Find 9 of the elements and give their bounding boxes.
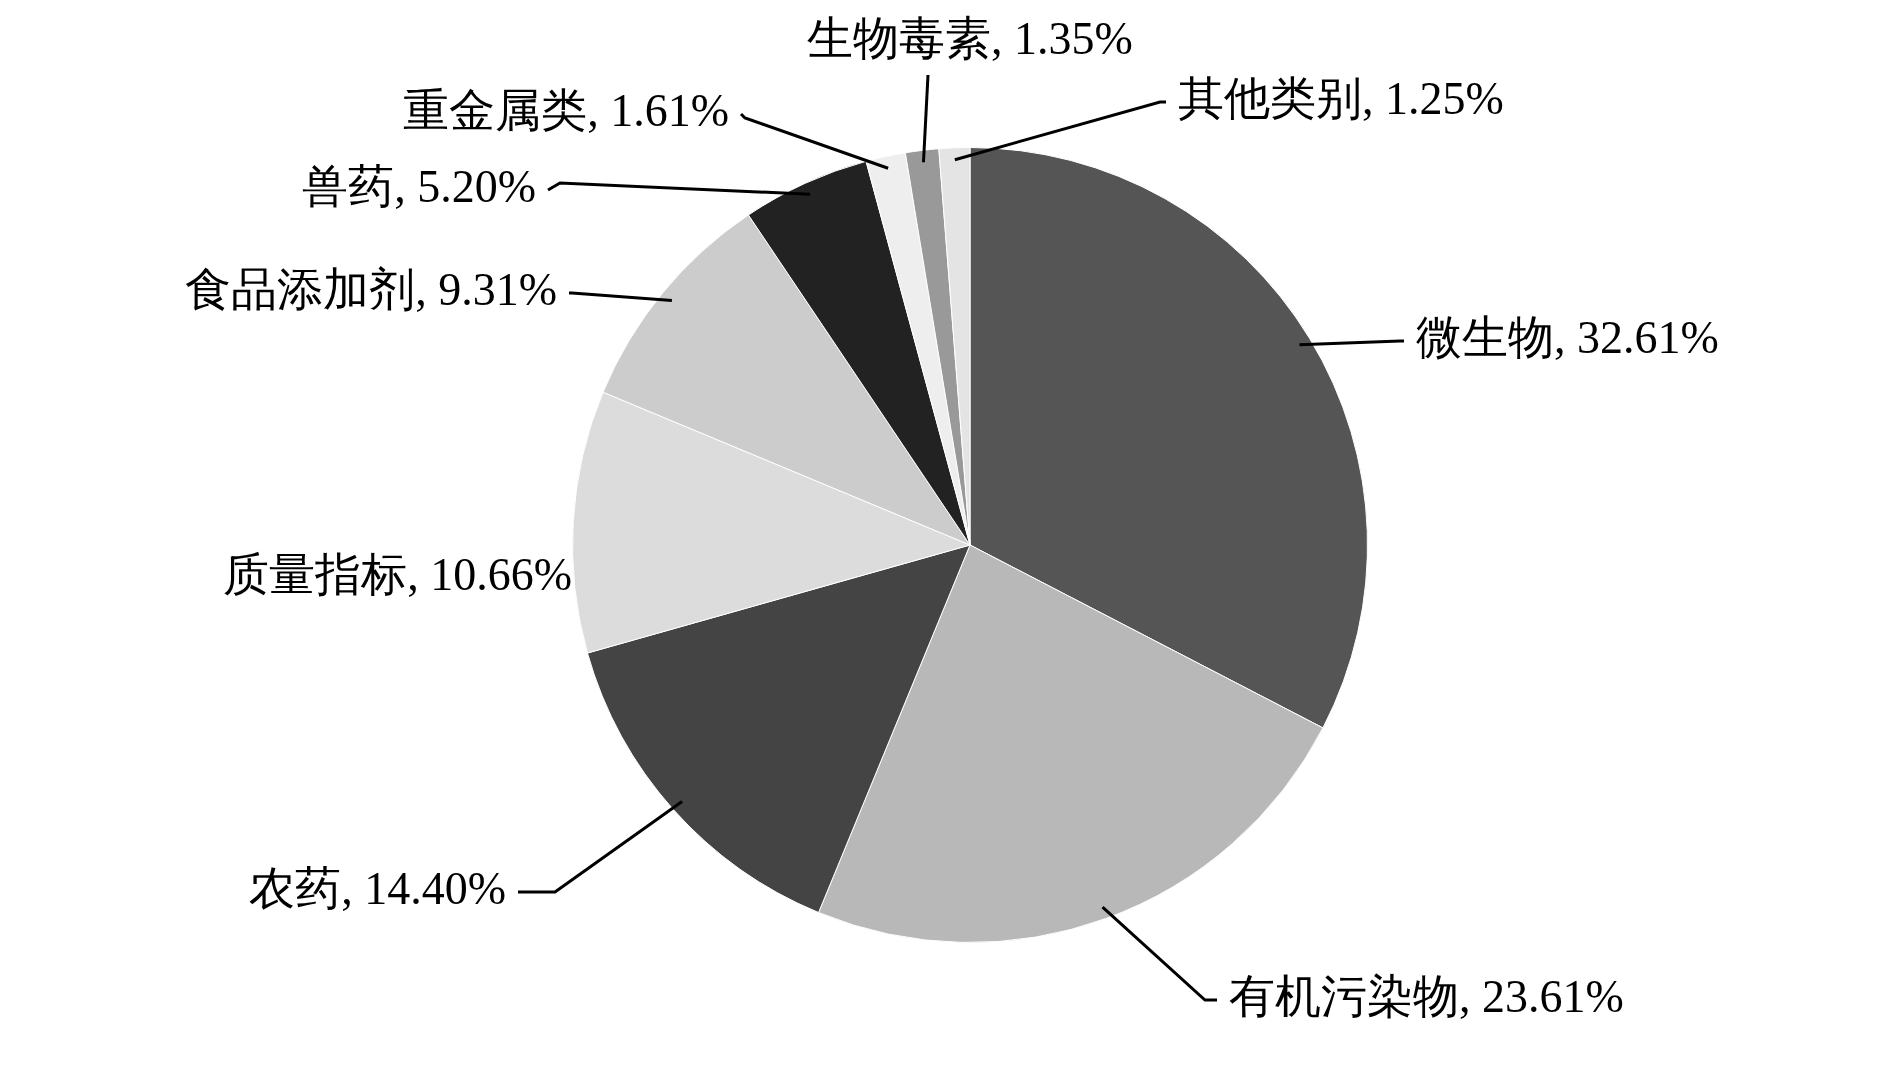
slice-label: 质量指标, 10.66% [223,549,572,601]
slice-label: 食品添加剂, 9.31% [185,264,557,316]
slice-label: 其他类别, 1.25% [1178,73,1504,125]
slice-label: 兽药, 5.20% [302,161,536,213]
slice-label: 有机污染物, 23.61% [1229,971,1624,1023]
slice-label: 微生物, 32.61% [1416,312,1719,364]
slice-label: 农药, 14.40% [249,863,506,915]
slice-label: 重金属类, 1.61% [403,85,729,137]
slice-label: 生物毒素, 1.35% [807,13,1133,65]
